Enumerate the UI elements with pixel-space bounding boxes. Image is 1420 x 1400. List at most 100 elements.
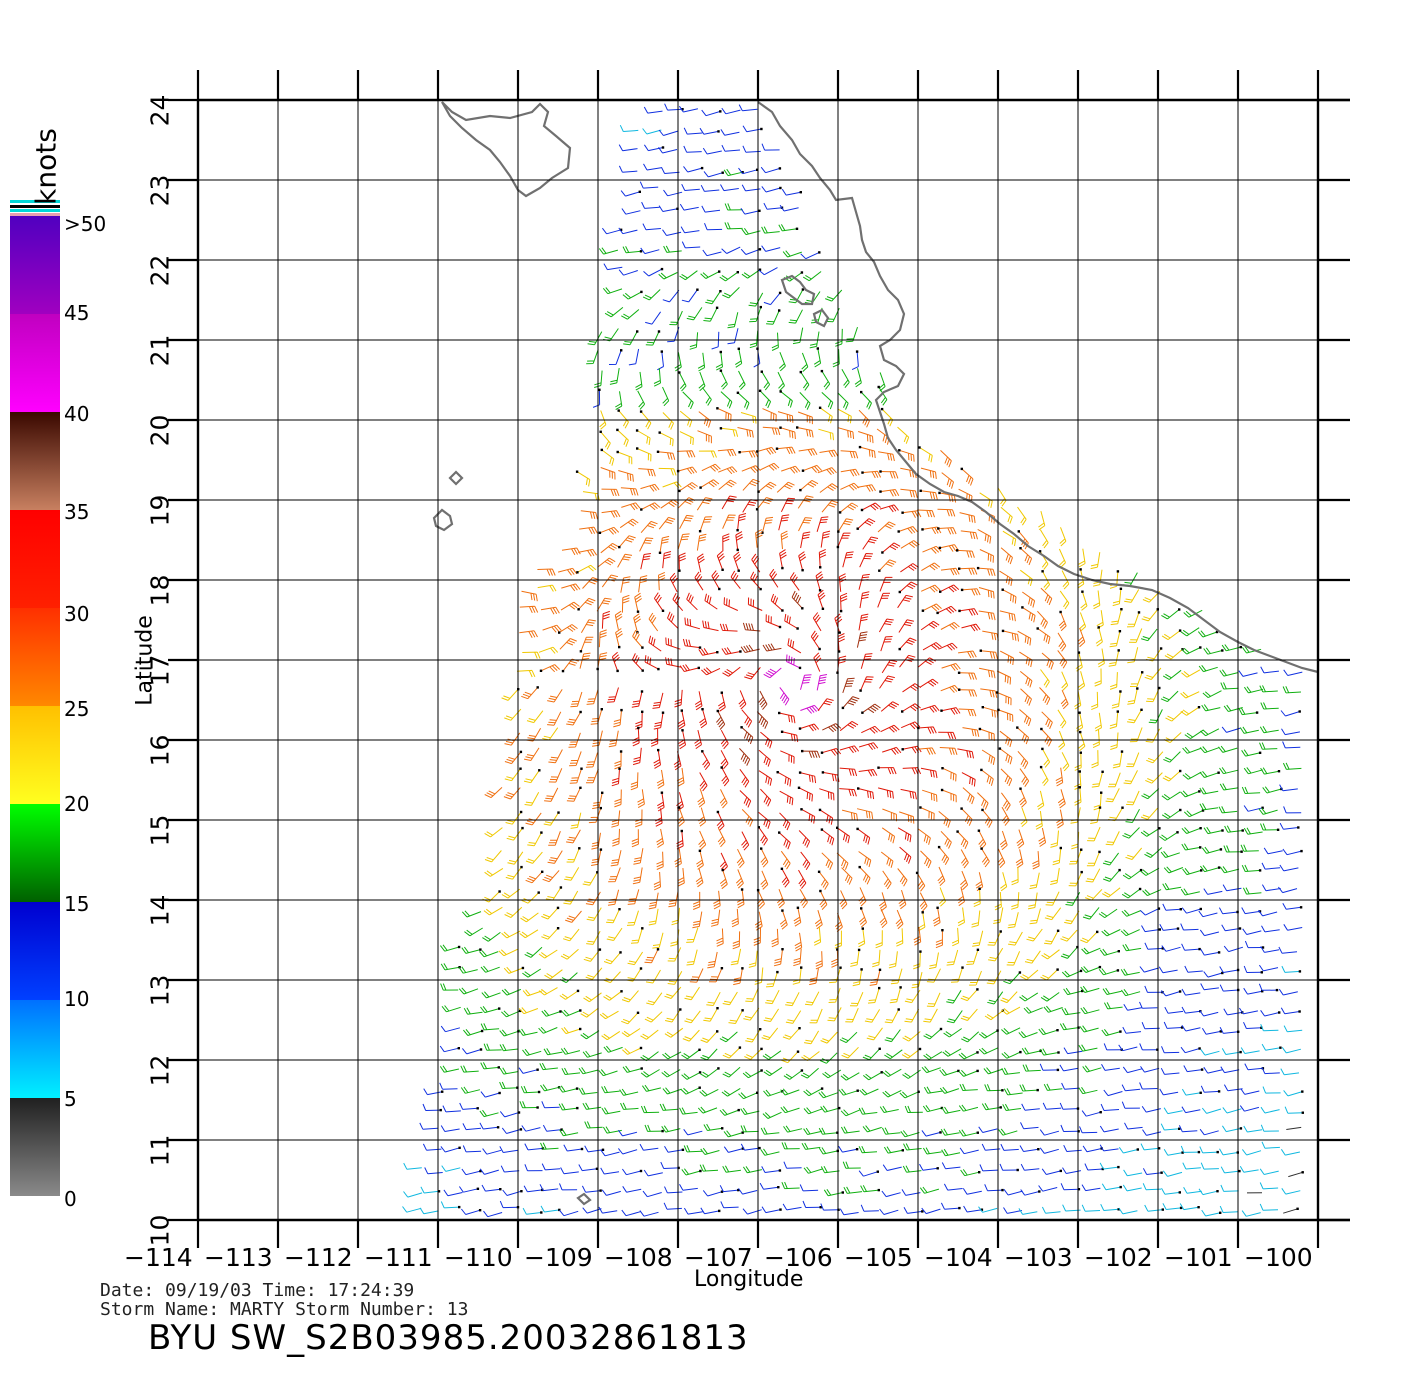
barb-origin: [1278, 1011, 1281, 1014]
barb-origin: [499, 1188, 502, 1191]
wind-barb: [1162, 770, 1181, 782]
barb-origin: [617, 409, 620, 412]
wind-barb: [926, 992, 941, 1007]
wind-barb: [721, 767, 730, 787]
wind-barb: [527, 832, 542, 847]
wind-barb: [622, 246, 642, 254]
barb-origin: [700, 166, 704, 170]
wind-barb: [677, 466, 698, 475]
barb-origin: [619, 951, 622, 954]
wind-barb: [658, 129, 678, 136]
wind-barb: [526, 727, 542, 742]
barb-origin: [599, 430, 602, 433]
wind-barb: [698, 371, 706, 392]
wind-barb: [559, 972, 578, 984]
barb-origin: [819, 889, 822, 893]
wind-barb: [1183, 810, 1204, 818]
barb-origin: [1176, 831, 1179, 834]
barb-origin: [980, 768, 983, 772]
lat-tick-label: 14: [145, 894, 175, 927]
wind-barb: [1219, 1026, 1239, 1034]
wind-barb: [689, 332, 699, 350]
wind-barb: [920, 620, 940, 631]
colorbar-top-accent: [10, 209, 60, 212]
barb-origin: [741, 1131, 744, 1134]
wind-barb: [1243, 1125, 1263, 1133]
wind-barb: [586, 349, 599, 365]
wind-barb: [803, 1127, 823, 1135]
barb-origin: [877, 385, 880, 389]
wind-barb: [640, 411, 652, 430]
barb-origin: [616, 428, 619, 432]
wind-barb: [943, 1028, 962, 1038]
wind-barb: [895, 928, 904, 947]
wind-barb: [665, 657, 682, 668]
wind-barb: [738, 690, 747, 710]
wind-barb: [1103, 1043, 1122, 1051]
wind-barb: [697, 553, 705, 573]
wind-barb: [1280, 1149, 1301, 1156]
barb-origin: [636, 330, 639, 333]
wind-barb: [1146, 751, 1164, 764]
wind-barb: [919, 1163, 938, 1171]
wind-barb: [578, 1164, 598, 1172]
wind-barb: [758, 481, 777, 493]
wind-barb: [839, 502, 859, 513]
wind-barb: [482, 1148, 502, 1155]
wind-barb: [600, 431, 611, 450]
wind-barb: [462, 1145, 482, 1153]
wind-barb: [1003, 1189, 1023, 1196]
wind-barb: [622, 1186, 642, 1193]
wind-barb: [876, 428, 890, 445]
wind-barb: [1160, 850, 1180, 858]
barb-origin: [801, 288, 805, 291]
barb-origin: [976, 566, 980, 570]
barb-origin: [837, 650, 841, 653]
wind-barb: [621, 208, 641, 215]
wind-barb: [735, 348, 743, 368]
wind-barb: [639, 181, 659, 189]
lat-tick-label: 10: [145, 1214, 175, 1247]
wind-barb: [1283, 924, 1303, 931]
barb-origin: [598, 531, 602, 534]
wind-barb: [1241, 864, 1261, 872]
wind-barb: [1164, 1006, 1184, 1014]
wind-barb: [458, 987, 479, 995]
wind-barb: [937, 605, 957, 614]
wind-barb: [1219, 966, 1239, 973]
wind-barb: [797, 427, 814, 438]
wind-barb: [1260, 1024, 1279, 1032]
barb-origin: [736, 529, 739, 532]
wind-barb: [769, 568, 779, 588]
wind-barb: [1162, 903, 1181, 911]
wind-barb: [940, 830, 952, 849]
wind-barb: [1101, 1029, 1121, 1037]
barb-origin: [1117, 1208, 1120, 1211]
wind-barb: [720, 391, 733, 409]
wind-barb: [504, 906, 523, 918]
wind-barb: [644, 1124, 663, 1132]
wind-barb: [1020, 807, 1028, 827]
lon-tick-label: −102: [1084, 1243, 1153, 1272]
wind-barb: [1057, 650, 1068, 669]
wind-barb: [601, 488, 620, 497]
wind-barb: [693, 891, 701, 910]
barb-origin: [478, 1209, 482, 1212]
barb-origin: [720, 967, 724, 970]
wind-barb: [993, 907, 1004, 924]
wind-barb: [621, 309, 640, 320]
lon-tick-label: −101: [1164, 1243, 1233, 1272]
lat-tick-label: 16: [145, 734, 175, 767]
wind-barb: [899, 811, 915, 824]
barb-origin: [798, 666, 802, 670]
wind-barb: [1241, 1210, 1261, 1217]
wind-barb: [601, 1085, 620, 1094]
wind-barb: [684, 986, 700, 1001]
wind-barb: [645, 311, 662, 325]
wind-barb: [918, 828, 931, 845]
barb-origin: [736, 391, 740, 394]
barb-origin: [876, 1170, 879, 1173]
wind-barb: [899, 637, 917, 650]
wind-barb: [913, 951, 921, 970]
